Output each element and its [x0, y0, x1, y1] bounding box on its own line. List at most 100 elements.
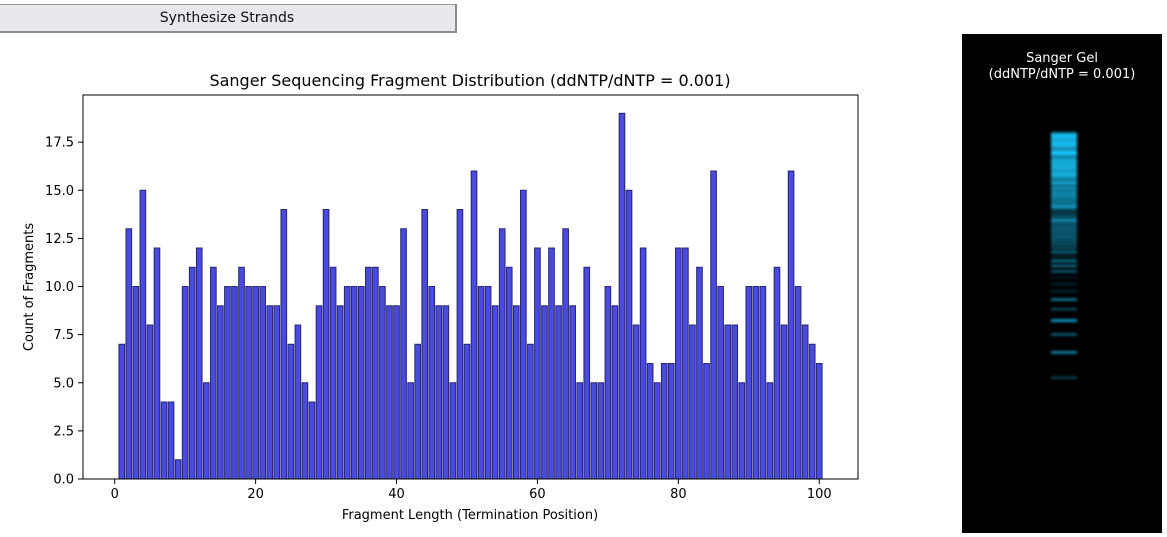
- bar-13: [202, 382, 210, 480]
- x-tick-label-40: 40: [388, 487, 405, 502]
- x-axis-label: Fragment Length (Termination Position): [342, 508, 598, 523]
- bar-63: [555, 305, 562, 480]
- bar-30: [322, 209, 330, 480]
- bar-74: [632, 324, 640, 480]
- gel-band-24: [1051, 218, 1077, 222]
- bar-82: [689, 324, 696, 480]
- bar-88: [731, 324, 739, 480]
- bar-7: [160, 401, 168, 480]
- gel-band-39: [1051, 189, 1077, 193]
- bar-96: [787, 170, 795, 480]
- bar-56: [505, 266, 513, 480]
- bar-81: [682, 247, 689, 480]
- bar-22: [266, 305, 274, 480]
- bar-64: [562, 228, 569, 480]
- gel-band-5: [1051, 307, 1077, 311]
- bar-42: [407, 382, 414, 480]
- bar-83: [696, 266, 703, 480]
- bar-53: [484, 286, 492, 480]
- bar-19: [245, 286, 252, 480]
- bar-3: [132, 286, 140, 480]
- gel-band-12: [1051, 259, 1077, 263]
- bar-73: [625, 189, 633, 480]
- bar-34: [350, 286, 358, 480]
- gel-band-32: [1051, 201, 1077, 205]
- bar-66: [576, 382, 584, 480]
- bar-33: [343, 286, 351, 480]
- y-tick-label-0: 0.0: [53, 473, 74, 488]
- bar-29: [315, 305, 323, 480]
- bar-9: [174, 459, 182, 480]
- bar-37: [372, 266, 379, 480]
- bar-40: [393, 305, 400, 480]
- gel-title-line1: Sanger Gel: [1026, 51, 1098, 66]
- bar-11: [188, 266, 196, 480]
- x-tick-label-100: 100: [807, 487, 832, 502]
- gel-band-19: [1051, 232, 1077, 236]
- y-tick-label-10: 10.0: [45, 280, 74, 295]
- gel-lane: [1051, 131, 1077, 380]
- bar-72: [618, 112, 626, 480]
- bar-77: [653, 382, 661, 480]
- gel-band-21: [1051, 226, 1077, 230]
- bar-98: [801, 324, 809, 480]
- bars-group: [118, 112, 823, 480]
- bar-55: [498, 228, 506, 480]
- y-axis-ticks: 0.0 2.5 5.0 7.5 10.0 12.5 15.0 17.5: [45, 136, 83, 488]
- y-tick-label-5: 5.0: [53, 376, 74, 391]
- gel-band-33: [1051, 199, 1077, 203]
- gel-band-27: [1051, 211, 1077, 215]
- bar-51: [470, 170, 478, 480]
- bar-44: [421, 209, 429, 480]
- gel-band-17: [1051, 239, 1077, 243]
- gel-band-36: [1051, 194, 1077, 198]
- bar-39: [386, 305, 393, 480]
- gel-band-38: [1051, 190, 1077, 194]
- gel-band-3: [1051, 332, 1077, 336]
- gel-band-18: [1051, 235, 1077, 239]
- gel-band-8: [1051, 282, 1077, 286]
- bar-95: [780, 324, 788, 480]
- gel-band-100: [1051, 131, 1077, 135]
- bar-32: [336, 305, 344, 480]
- bar-92: [759, 286, 767, 480]
- gel-band-7: [1051, 289, 1077, 293]
- gel-band-11: [1051, 264, 1077, 268]
- bar-67: [583, 266, 591, 480]
- bar-86: [717, 286, 724, 480]
- bar-49: [456, 209, 464, 480]
- gel-band-35: [1051, 195, 1077, 199]
- gel-title: Sanger Gel (ddNTP/dNTP = 0.001): [962, 51, 1162, 83]
- bar-17: [231, 286, 238, 480]
- gel-band-6: [1051, 298, 1077, 302]
- bar-43: [414, 343, 421, 480]
- bar-48: [449, 382, 457, 480]
- bar-97: [794, 286, 802, 480]
- bar-75: [639, 247, 647, 480]
- bar-57: [512, 305, 520, 480]
- bar-41: [400, 228, 407, 480]
- synthesize-strands-button[interactable]: Synthesize Strands: [0, 4, 457, 33]
- bar-36: [365, 266, 372, 480]
- bar-78: [660, 363, 668, 480]
- bar-54: [491, 305, 499, 480]
- gel-band-20: [1051, 229, 1077, 233]
- bar-12: [195, 247, 203, 480]
- bar-69: [597, 382, 605, 480]
- bar-71: [611, 305, 619, 480]
- bar-8: [167, 401, 175, 480]
- x-axis-ticks: 0 20 40 60 80 100: [111, 479, 832, 502]
- gel-band-9: [1051, 275, 1077, 279]
- y-tick-label-2.5: 2.5: [53, 424, 74, 439]
- bar-4: [139, 189, 147, 480]
- bar-47: [442, 305, 450, 480]
- bar-2: [125, 228, 133, 480]
- bar-93: [766, 382, 774, 480]
- bar-68: [590, 382, 598, 480]
- gel-band-31: [1051, 203, 1077, 207]
- gel-band-15: [1051, 246, 1077, 250]
- gel-band-26: [1051, 213, 1077, 217]
- bar-45: [428, 286, 436, 480]
- bar-59: [527, 343, 534, 480]
- bar-52: [477, 286, 485, 480]
